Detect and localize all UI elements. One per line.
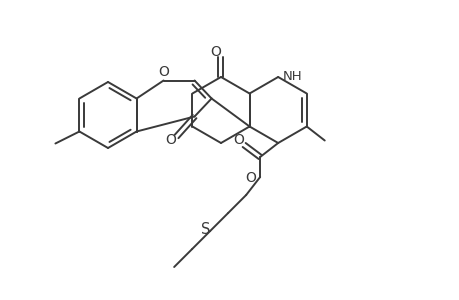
Text: O: O	[210, 45, 221, 59]
Text: O: O	[245, 171, 256, 185]
Text: O: O	[233, 133, 244, 147]
Text: NH: NH	[282, 70, 301, 83]
Text: S: S	[201, 221, 210, 236]
Text: O: O	[165, 133, 176, 146]
Text: O: O	[158, 65, 168, 80]
